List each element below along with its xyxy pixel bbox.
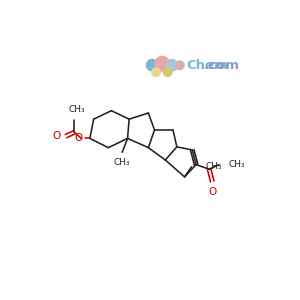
Text: O: O xyxy=(74,134,82,143)
Circle shape xyxy=(155,56,170,71)
Circle shape xyxy=(176,61,184,70)
Text: O: O xyxy=(208,187,216,197)
Circle shape xyxy=(152,68,160,76)
Circle shape xyxy=(167,59,178,71)
Text: CH₃: CH₃ xyxy=(228,160,245,169)
Text: Chem: Chem xyxy=(186,59,228,72)
Circle shape xyxy=(164,68,172,76)
Text: CH₃: CH₃ xyxy=(205,162,222,171)
Text: O: O xyxy=(52,131,61,141)
Text: CH₃: CH₃ xyxy=(68,105,85,114)
Circle shape xyxy=(146,59,158,71)
Text: CH₃: CH₃ xyxy=(114,158,130,167)
Text: .com: .com xyxy=(204,59,240,72)
